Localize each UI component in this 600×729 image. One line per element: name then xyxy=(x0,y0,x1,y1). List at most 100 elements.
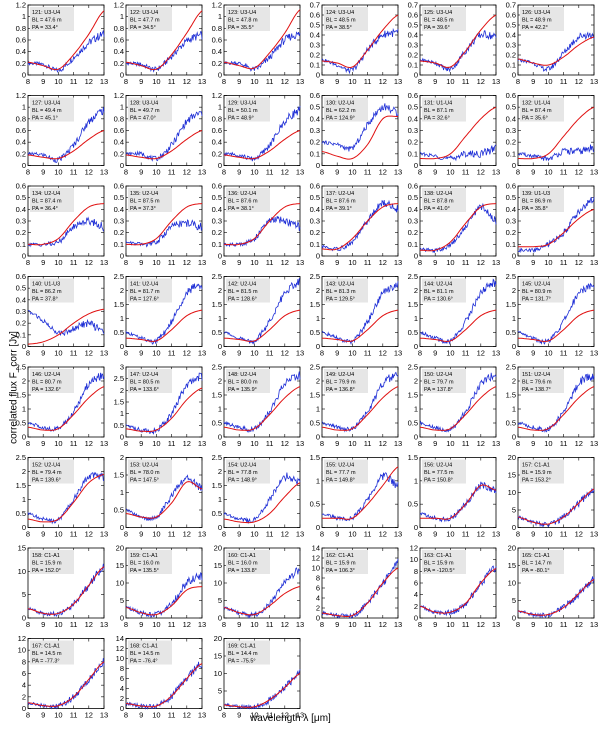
x-tick-label: 11 xyxy=(364,530,372,539)
annotation-line: PA = 39.1° xyxy=(326,206,352,212)
annotation-line: PA = 34.5° xyxy=(130,25,156,31)
y-tick-label: 0.6 xyxy=(310,182,320,191)
x-tick-label: 9 xyxy=(41,620,45,629)
subplot-130: 8 9 10 11 12 13 0 0.1 0.2 0.3 0.4 0.5 0.6 130: U2-U4B… xyxy=(310,91,403,177)
x-tick-label: 13 xyxy=(590,620,598,629)
x-tick-label: 10 xyxy=(250,258,258,267)
y-tick-label: 0.2 xyxy=(408,228,418,237)
y-tick-label: 0 xyxy=(316,252,320,261)
y-tick-label: 0.6 xyxy=(212,182,222,191)
x-tick-label: 9 xyxy=(237,711,241,720)
subplot-149: 8 9 10 11 12 13 0 0.5 1 1.5 2 2.5 149: U2-U4 BL = 79.… xyxy=(310,363,403,449)
y-tick-label: 2 xyxy=(120,286,124,295)
annotation-line: PA = 36.4° xyxy=(32,206,58,212)
x-tick-label: 13 xyxy=(100,711,108,720)
y-tick-label: 1.5 xyxy=(114,398,124,407)
annotation-line: BL = 80.0 m xyxy=(228,380,258,386)
annotation-box xyxy=(422,7,466,31)
x-tick-label: 12 xyxy=(281,168,289,177)
y-tick-label: 2 xyxy=(120,386,124,395)
annotation-line: BL = 16.0 m xyxy=(228,561,258,567)
x-tick-label: 13 xyxy=(100,620,108,629)
y-tick-label: 0.3 xyxy=(408,217,418,226)
y-tick-label: 0 xyxy=(512,71,516,80)
x-tick-label: 10 xyxy=(54,168,62,177)
annotation-box xyxy=(30,97,74,122)
y-tick-label: 0 xyxy=(512,342,516,351)
annotation-line: BL = 81.3 m xyxy=(326,289,356,295)
x-tick-label: 8 xyxy=(124,77,128,86)
x-tick-label: 9 xyxy=(41,258,45,267)
annotation-line: PA = 136.8° xyxy=(326,387,355,393)
y-tick-label: 1 xyxy=(22,103,26,112)
subplot-151: 8 9 10 11 12 13 0 0.5 1 1.5 2 2.5 151: U2-U4 BL = 79.… xyxy=(506,363,599,449)
x-tick-label: 11 xyxy=(168,439,176,448)
x-tick-label: 9 xyxy=(237,439,241,448)
y-tick-label: 0.6 xyxy=(310,91,320,100)
y-tick-label: 1 xyxy=(120,12,124,21)
x-tick-label: 10 xyxy=(446,258,454,267)
annotation-line: 159: C1-A1 xyxy=(130,553,158,559)
x-tick-label: 9 xyxy=(531,258,535,267)
x-tick-label: 10 xyxy=(446,77,454,86)
x-tick-label: 10 xyxy=(446,349,454,358)
x-tick-label: 9 xyxy=(335,168,339,177)
x-tick-label: 13 xyxy=(590,168,598,177)
y-tick-label: 1 xyxy=(22,405,26,414)
x-tick-label: 8 xyxy=(418,439,422,448)
x-tick-label: 10 xyxy=(446,168,454,177)
annotation-line: 138: U2-U4 xyxy=(424,191,452,197)
x-tick-label: 12 xyxy=(183,77,191,86)
x-tick-label: 10 xyxy=(348,530,356,539)
y-tick-label: 0 xyxy=(218,704,222,713)
subplot-124: 8 9 10 11 12 13 00.10.20.30.40.50.60.7 124: U3-… xyxy=(310,1,403,87)
annotation-line: BL = 49.7 m xyxy=(130,108,160,114)
annotation-box xyxy=(226,459,270,484)
y-tick-label: 1 xyxy=(218,405,222,414)
annotation-line: PA = 47.0° xyxy=(130,116,156,122)
x-tick-label: 11 xyxy=(364,168,372,177)
annotation-line: 155: U2-U4 xyxy=(326,463,354,469)
annotation-line: BL = 78.0 m xyxy=(130,470,160,476)
y-tick-label: 1.5 xyxy=(212,300,222,309)
x-tick-label: 12 xyxy=(379,620,387,629)
x-tick-label: 10 xyxy=(544,258,552,267)
x-tick-label: 12 xyxy=(85,349,93,358)
x-tick-label: 11 xyxy=(70,620,78,629)
y-tick-label: 14 xyxy=(312,544,320,553)
y-tick-label: 0.2 xyxy=(114,149,124,158)
annotation-line: 157: C1-A1 xyxy=(522,463,550,469)
y-tick-label: 0 xyxy=(218,614,222,623)
annotation-line: 139: U1-U3 xyxy=(522,191,550,197)
y-tick-label: 2.5 xyxy=(16,363,26,372)
model-flux-line xyxy=(125,586,203,616)
y-tick-label: 0.1 xyxy=(506,240,516,249)
y-tick-label: 6 xyxy=(22,669,26,678)
x-tick-label: 8 xyxy=(222,349,226,358)
annotation-box xyxy=(128,640,172,665)
x-tick-label: 13 xyxy=(198,711,206,720)
annotation-line: 122: U3-U4 xyxy=(130,10,158,16)
y-tick-label: 2 xyxy=(218,377,222,386)
y-tick-label: 0.2 xyxy=(114,228,124,237)
y-tick-label: 0.6 xyxy=(16,36,26,45)
annotation-box xyxy=(226,369,270,393)
annotation-line: PA = 135.5° xyxy=(130,568,159,574)
y-axis-label-wrap: correlated flux F_corr [Jy] xyxy=(6,330,20,450)
annotation-box xyxy=(324,550,368,574)
annotation-box xyxy=(128,188,172,212)
y-tick-label: 0 xyxy=(316,161,320,170)
annotation-line: 151: U2-U4 xyxy=(522,372,550,378)
model-flux-line xyxy=(223,9,301,70)
x-tick-label: 8 xyxy=(516,168,520,177)
x-tick-label: 13 xyxy=(100,258,108,267)
model-flux-line xyxy=(223,309,301,342)
y-tick-label: 2 xyxy=(316,377,320,386)
annotation-line: 149: U2-U4 xyxy=(326,372,354,378)
y-tick-label: 0.3 xyxy=(408,126,418,135)
y-tick-label: 2 xyxy=(414,286,418,295)
x-tick-label: 8 xyxy=(124,168,128,177)
y-tick-label: 0.5 xyxy=(310,103,320,112)
measured-flux-line xyxy=(125,372,203,435)
